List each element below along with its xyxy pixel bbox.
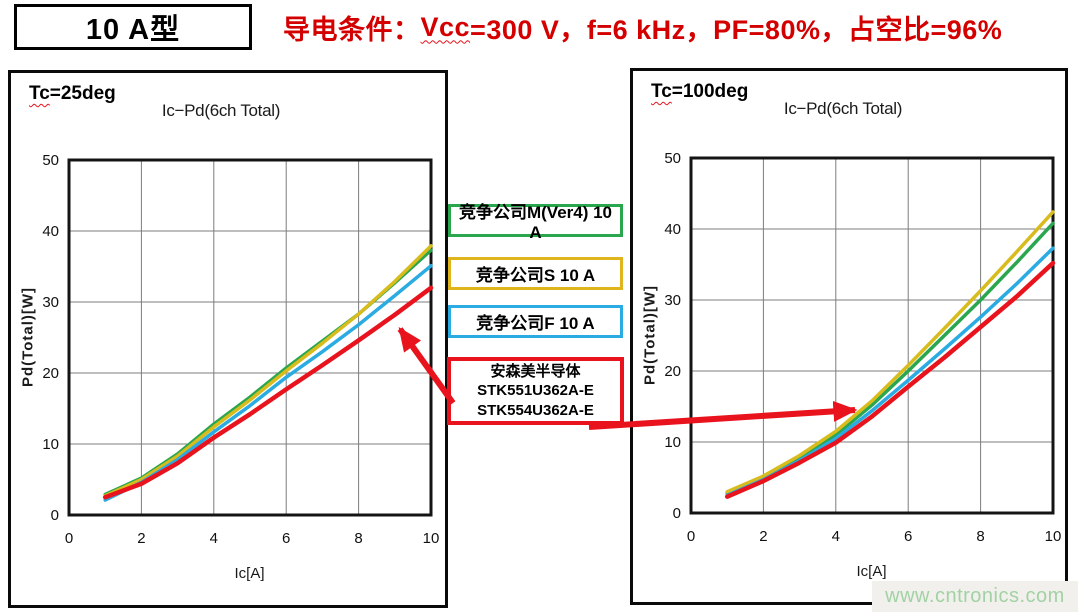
- left-tc-value: =25deg: [49, 83, 116, 104]
- plot-frame: [689, 156, 1055, 515]
- right-y-axis-label: Pd(Total)[W]: [641, 284, 659, 386]
- x-tick-label: 10: [423, 530, 440, 547]
- left-tc-prefix: Tc: [29, 83, 50, 104]
- x-tick-label: 0: [687, 528, 695, 545]
- legend-onsemi: 安森美半导体 STK551U362A-E STK554U362A-E: [447, 357, 624, 425]
- left-chart-plot: 0 2 4 6 8 10 0 10 20 30 40 50: [42, 152, 440, 547]
- series-line: [103, 244, 433, 498]
- x-tick-label: 2: [759, 528, 767, 545]
- left-y-axis-label: Pd(Total)[W]: [19, 286, 37, 388]
- legend-onsemi-part1: STK551U362A-E: [477, 382, 594, 400]
- right-chart-plot: 0 2 4 6 8 10 0 10 20 30 40 50: [664, 150, 1062, 545]
- watermark: www.cntronics.com: [872, 581, 1078, 612]
- legend-competitor-m: 竞争公司M(Ver4) 10 A: [448, 203, 623, 242]
- y-tick-label: 40: [42, 223, 59, 240]
- x-tick-label: 4: [210, 530, 218, 547]
- conduction-condition-text: 导电条件： Vcc =300 V，f=6 kHz，PF=80%，占空比=96%: [283, 7, 1002, 47]
- y-tick-label: 20: [42, 365, 59, 382]
- plot-frame: [67, 158, 433, 517]
- series-line: [724, 260, 1056, 499]
- series-line: [102, 285, 434, 500]
- y-tick-label: 20: [664, 363, 681, 380]
- right-tc-value: =100deg: [671, 81, 749, 102]
- product-type-box: 10 A型: [14, 4, 252, 50]
- product-type-label: 10 A型: [85, 14, 181, 46]
- right-x-axis-label: Ic[A]: [856, 563, 887, 580]
- right-chart-title: Ic−Pd(6ch Total): [783, 99, 903, 118]
- y-tick-label: 0: [51, 507, 59, 524]
- series-line: [725, 246, 1055, 497]
- legend-competitor-s: 竞争公司S 10 A: [448, 257, 623, 290]
- series-line: [103, 248, 433, 497]
- condition-values: =300 V，f=6 kHz，PF=80%，占空比=96%: [470, 14, 1003, 45]
- y-tick-label: 10: [42, 436, 59, 453]
- legend-competitor-f: 竞争公司F 10 A: [448, 305, 623, 338]
- y-tick-label: 10: [664, 434, 681, 451]
- y-tick-label: 30: [42, 294, 59, 311]
- y-tick-label: 50: [664, 150, 681, 167]
- left-chart-title: Ic−Pd(6ch Total): [161, 101, 281, 120]
- x-tick-label: 6: [282, 530, 290, 547]
- x-tick-label: 4: [832, 528, 840, 545]
- left-chart-panel: 0 2 4 6 8 10 0 10 20 30 40 50 Tc=25deg Ic−Pd(6ch To…: [8, 70, 448, 608]
- x-tick-label: 10: [1045, 528, 1062, 545]
- left-tc-label: Tc=25deg: [29, 83, 116, 105]
- right-tc-label: Tc=100deg: [651, 81, 748, 103]
- x-tick-label: 6: [904, 528, 912, 545]
- y-tick-label: 0: [673, 505, 681, 522]
- left-x-axis-label: Ic[A]: [234, 565, 265, 582]
- series-line: [725, 210, 1055, 494]
- condition-prefix: 导电条件：: [283, 14, 421, 45]
- y-tick-label: 50: [42, 152, 59, 169]
- legend-onsemi-part2: STK554U362A-E: [477, 401, 594, 419]
- legend-onsemi-name: 安森美半导体: [490, 362, 581, 380]
- x-tick-label: 8: [354, 530, 362, 547]
- x-tick-label: 2: [137, 530, 145, 547]
- right-chart-panel: 0 2 4 6 8 10 0 10 20 30 40 50 Tc=100deg Ic−Pd(6ch T…: [630, 68, 1068, 605]
- y-tick-label: 30: [664, 292, 681, 309]
- x-tick-label: 0: [65, 530, 73, 547]
- right-tc-prefix: Tc: [651, 81, 672, 102]
- y-tick-label: 40: [664, 221, 681, 238]
- condition-vcc: Vcc: [420, 11, 471, 42]
- x-tick-label: 8: [976, 528, 984, 545]
